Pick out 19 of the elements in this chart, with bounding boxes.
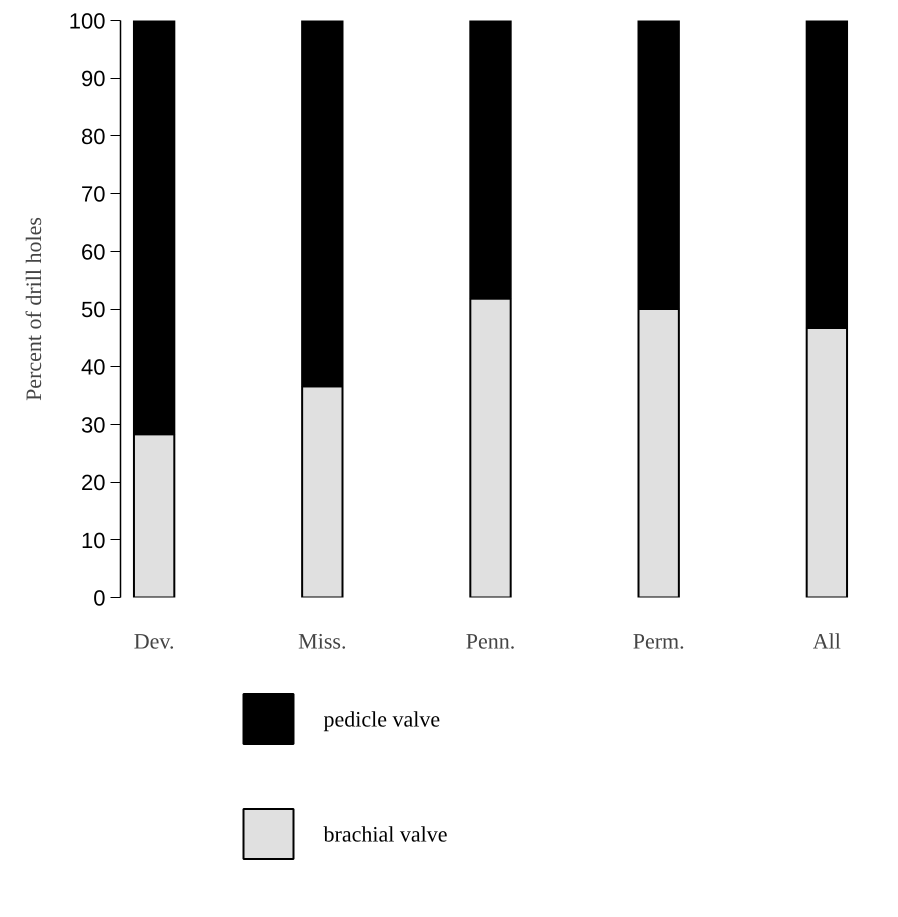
x-tick-label: Penn. bbox=[466, 628, 516, 654]
y-tick-label: 90 bbox=[81, 66, 106, 92]
y-axis-title: Percent of drill holes bbox=[20, 217, 46, 401]
y-tick-label: 70 bbox=[81, 182, 106, 207]
legend-label: pedicle valve bbox=[324, 706, 440, 732]
y-tick-label: 20 bbox=[81, 470, 106, 496]
y-tick-label: 0 bbox=[93, 586, 106, 610]
x-tick-label: All bbox=[812, 628, 841, 654]
x-tick-label: Miss. bbox=[298, 628, 346, 654]
x-tick-label: Perm. bbox=[632, 628, 685, 654]
y-tick-label: 10 bbox=[81, 528, 106, 553]
y-tick-label: 60 bbox=[81, 239, 106, 264]
x-tick-label: Dev. bbox=[134, 628, 175, 654]
y-tick-label: 80 bbox=[81, 124, 106, 149]
y-tick-label: 30 bbox=[81, 412, 106, 438]
legend-label: brachial valve bbox=[324, 822, 448, 846]
y-tick-label: 50 bbox=[81, 297, 106, 322]
y-tick-label: 40 bbox=[81, 354, 106, 380]
y-tick-label: 100 bbox=[68, 8, 106, 34]
